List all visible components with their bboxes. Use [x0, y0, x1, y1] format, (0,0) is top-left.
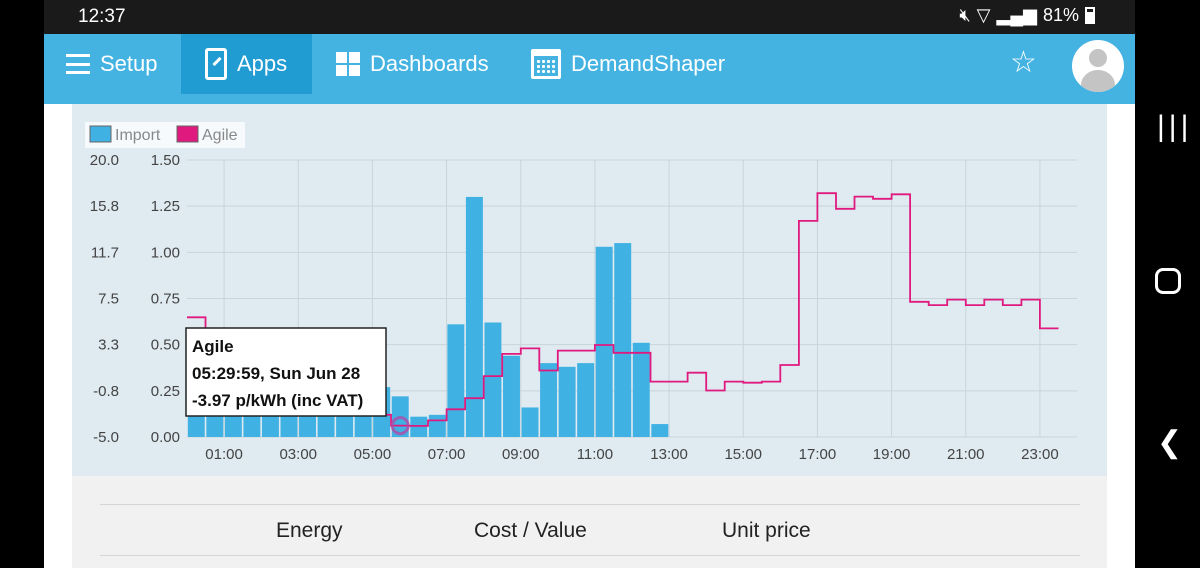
nav-demandshaper[interactable]: DemandShaper: [531, 34, 725, 94]
axis-ticks: 20.0 1.50 15.8 1.25 11.7 1.00 7.5 0.75 3.3 0.50 -0…: [90, 152, 1059, 463]
home-icon[interactable]: [1155, 268, 1181, 294]
mute-icon: 🔇︎: [959, 5, 971, 25]
x-tick-label: 07:00: [428, 446, 466, 463]
tooltip-value: -3.97 p/kWh (inc VAT): [192, 391, 363, 410]
import-bar: [484, 322, 502, 437]
tooltip-series: Agile: [192, 337, 234, 356]
y-right-tick-label: 0.75: [151, 291, 180, 308]
y-right-tick-label: 0.00: [151, 429, 180, 446]
status-time: 12:37: [78, 6, 126, 27]
x-tick-label: 15:00: [724, 446, 762, 463]
app-screen: Setup Apps Dashboards DemandShaper ☆: [44, 34, 1135, 568]
nav-dashboards[interactable]: Dashboards: [336, 34, 489, 94]
legend-agile-swatch: [176, 125, 199, 143]
signal-icon: ▂▄▆: [996, 5, 1037, 25]
import-bar: [540, 363, 558, 437]
x-tick-label: 11:00: [577, 446, 613, 463]
import-bar: [651, 424, 669, 437]
tooltip-time: 05:29:59, Sun Jun 28: [192, 364, 360, 383]
battery-level: 81%: [1042, 5, 1079, 25]
x-tick-label: 03:00: [279, 446, 317, 463]
x-tick-label: 21:00: [947, 446, 985, 463]
legend-import-swatch: [89, 125, 112, 143]
calendar-icon: [531, 49, 561, 79]
nav-apps[interactable]: Apps: [181, 34, 312, 94]
import-bar: [558, 366, 576, 437]
y-left-tick-label: 3.3: [98, 337, 119, 354]
y-left-tick-label: 11.7: [91, 244, 119, 261]
import-bar: [595, 246, 613, 437]
import-bar: [465, 196, 483, 437]
nav-setup-label: Setup: [100, 51, 158, 76]
y-right-tick-label: 1.50: [151, 152, 180, 169]
import-bar: [521, 407, 539, 437]
nav-apps-label: Apps: [237, 51, 288, 76]
main-content: 20.0 1.50 15.8 1.25 11.7 1.00 7.5 0.75 3.3 0.50 -0…: [72, 104, 1107, 568]
import-bar: [428, 414, 446, 437]
energy-chart[interactable]: 20.0 1.50 15.8 1.25 11.7 1.00 7.5 0.75 3.3 0.50 -0…: [72, 104, 1107, 476]
y-left-tick-label: 20.0: [90, 152, 119, 169]
import-bar: [447, 324, 465, 437]
import-bar: [577, 363, 595, 437]
top-navbar: Setup Apps Dashboards DemandShaper ☆: [44, 34, 1135, 104]
star-icon[interactable]: ☆: [1010, 46, 1037, 79]
back-icon[interactable]: ❮: [1157, 426, 1183, 459]
import-bar: [503, 355, 520, 437]
avatar[interactable]: [1072, 40, 1124, 92]
y-right-tick-label: 0.50: [151, 337, 180, 354]
column-energy: Energy: [276, 519, 343, 542]
y-left-tick-label: 15.8: [90, 198, 119, 215]
tooltip: Agile 05:29:59, Sun Jun 28 -3.97 p/kWh (…: [185, 327, 387, 417]
x-tick-label: 17:00: [799, 446, 837, 463]
status-bar: 12:37 🔇︎ ▽ ▂▄▆ 81%: [44, 0, 1135, 34]
column-cost-value: Cost / Value: [474, 519, 587, 542]
android-nav-bar: ||| ❮: [1135, 0, 1200, 568]
import-bar: [614, 243, 632, 437]
x-tick-label: 05:00: [354, 446, 392, 463]
y-left-tick-label: 7.5: [98, 291, 119, 308]
hamburger-menu-icon: [66, 54, 90, 74]
dashboard-icon: [336, 52, 360, 76]
import-bar: [410, 416, 428, 437]
summary-table-header: Energy Cost / Value Unit price: [100, 504, 1080, 556]
agile-highlight-point: [390, 416, 410, 436]
tooltip-box: [185, 327, 387, 417]
x-tick-label: 01:00: [205, 446, 243, 463]
legend-box: [85, 122, 245, 148]
recent-apps-icon[interactable]: |||: [1157, 110, 1193, 143]
nav-dashboards-label: Dashboards: [370, 51, 489, 76]
y-left-tick-label: -0.8: [93, 383, 119, 400]
y-right-tick-label: 0.25: [151, 383, 180, 400]
y-left-tick-label: -5.0: [93, 429, 119, 446]
nav-setup[interactable]: Setup: [66, 34, 158, 94]
nav-demandshaper-label: DemandShaper: [571, 51, 726, 76]
x-tick-label: 23:00: [1021, 446, 1059, 463]
y-right-tick-label: 1.25: [151, 198, 180, 215]
y-right-tick-label: 1.00: [151, 244, 180, 261]
legend-import-label: Import: [115, 127, 161, 144]
x-tick-label: 09:00: [502, 446, 540, 463]
status-icons: 🔇︎ ▽ ▂▄▆ 81%: [959, 5, 1095, 26]
x-tick-label: 19:00: [873, 446, 911, 463]
column-unit-price: Unit price: [722, 519, 811, 542]
chart-card: 20.0 1.50 15.8 1.25 11.7 1.00 7.5 0.75 3.3 0.50 -0…: [72, 104, 1107, 476]
x-tick-label: 13:00: [650, 446, 688, 463]
import-bar: [632, 342, 650, 437]
battery-icon: [1085, 7, 1095, 24]
chart-legend: Import Agile: [85, 122, 245, 148]
phone-chart-icon: [205, 48, 227, 80]
legend-agile-label: Agile: [202, 127, 238, 144]
wifi-icon: ▽: [976, 5, 991, 25]
